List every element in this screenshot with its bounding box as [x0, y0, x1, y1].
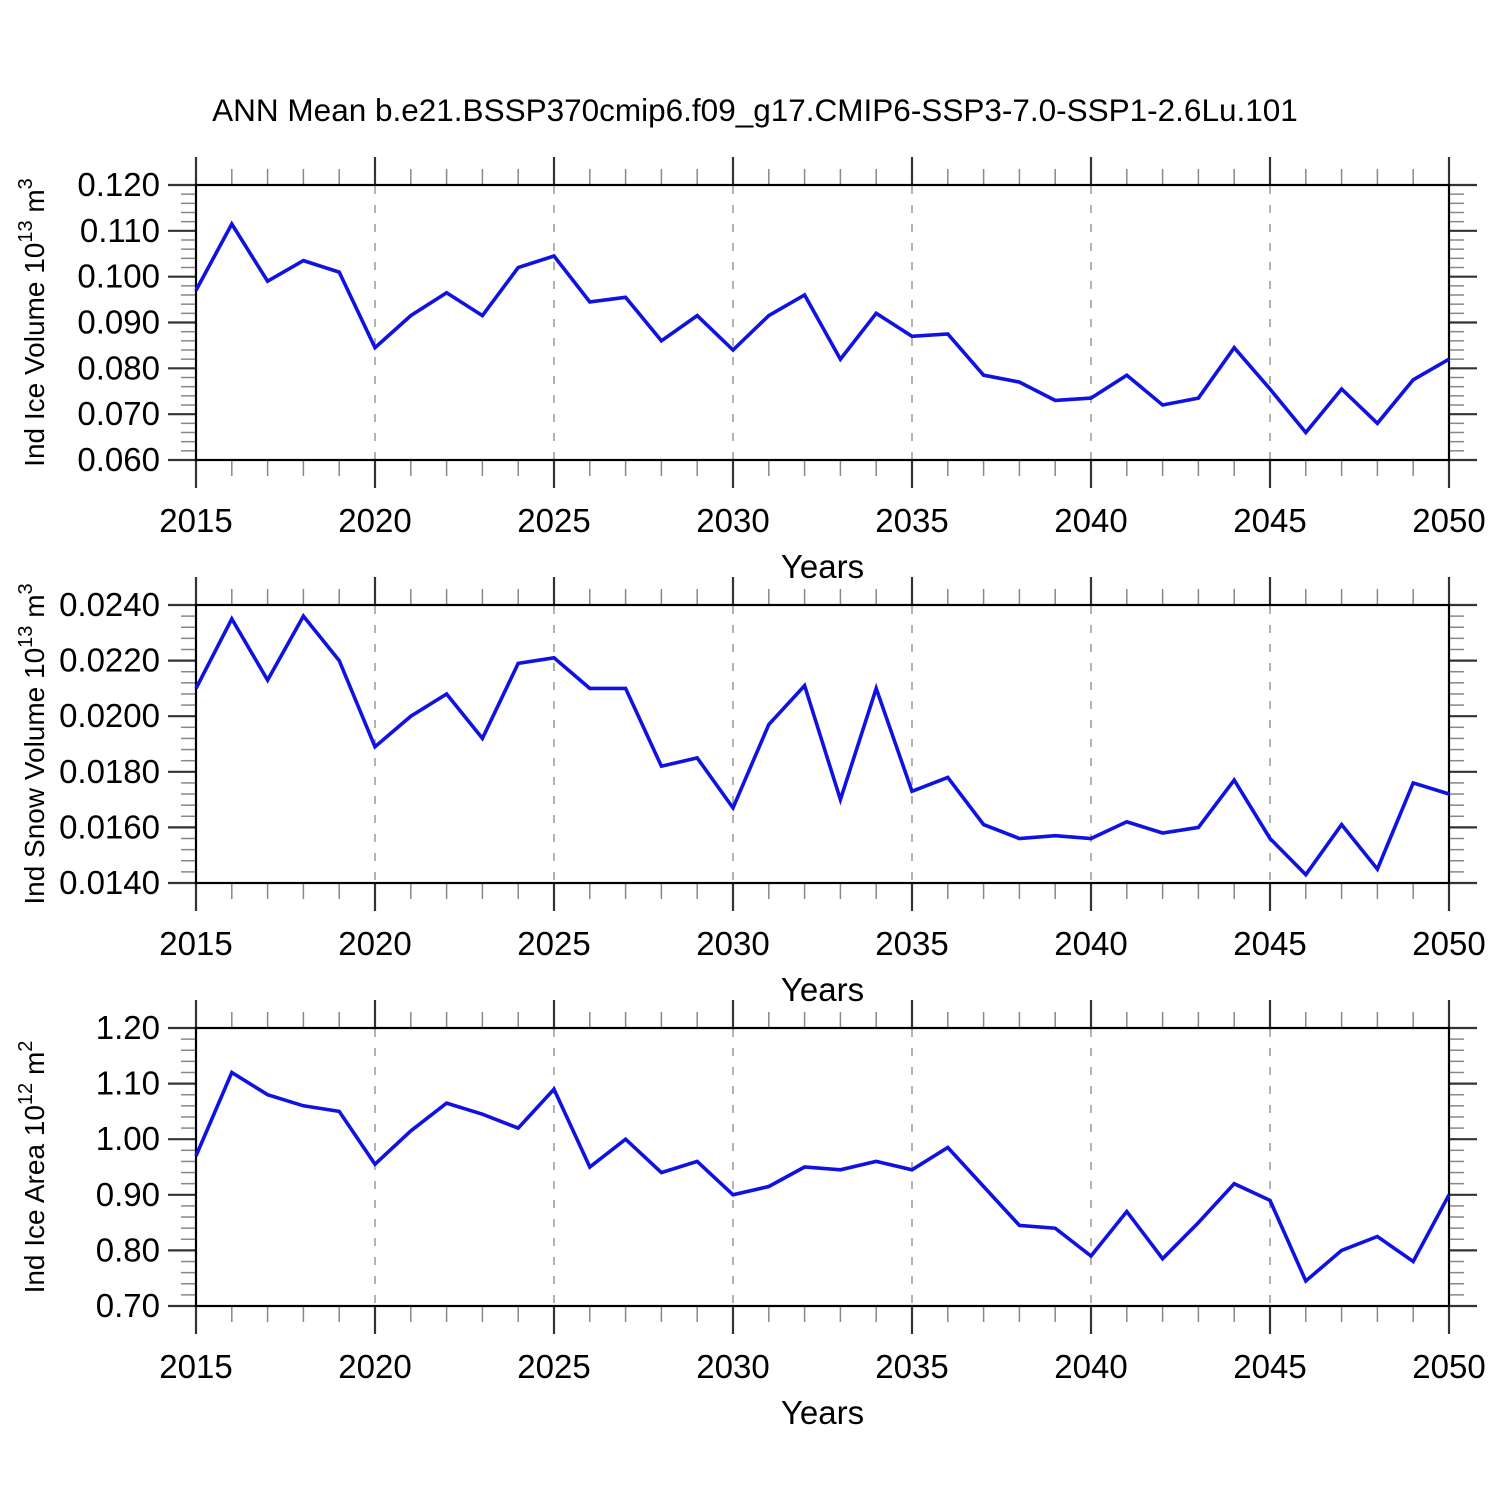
x-tick-label: 2050 [1412, 1348, 1485, 1385]
x-tick-label: 2015 [159, 925, 232, 962]
x-tick-label: 2025 [517, 925, 590, 962]
series-line-snow-volume [194, 612, 1450, 878]
x-tick-label: 2020 [338, 502, 411, 539]
y-tick-label: 0.0140 [59, 864, 160, 901]
y-tick-label: 0.070 [77, 395, 160, 432]
y-tick-label: 0.0180 [59, 753, 160, 790]
x-axis-title: Years [781, 1394, 864, 1431]
x-tick-label: 2030 [696, 502, 769, 539]
panel-snow-volume: 0.0240 0.0220 0.0200 0.0180 0.0160 0.0140 2015… [15, 577, 1486, 1008]
x-tick-label: 2030 [696, 925, 769, 962]
chart-title: ANN Mean b.e21.BSSP370cmip6.f09_g17.CMIP… [212, 92, 1298, 128]
series-line-ice-area [194, 1069, 1451, 1284]
x-tick-label: 2045 [1233, 925, 1306, 962]
y-tick-label: 1.10 [96, 1065, 160, 1102]
x-tick-label: 2045 [1233, 502, 1306, 539]
y-tick-label: 0.110 [80, 212, 160, 249]
y-tick-label: 0.80 [96, 1231, 160, 1268]
y-axis-title: Ind Ice Area 1012 m2 [15, 1041, 50, 1294]
plot-frame [194, 183, 1451, 462]
x-tick-label: 2030 [696, 1348, 769, 1385]
x-axis-title: Years [781, 971, 864, 1008]
x-tick-label: 2015 [159, 502, 232, 539]
x-tick-label: 2040 [1054, 925, 1127, 962]
x-tick-label: 2015 [159, 1348, 232, 1385]
y-tick-label: 0.0160 [59, 808, 160, 845]
x-tick-label: 2020 [338, 1348, 411, 1385]
y-tick-label: 0.90 [96, 1176, 160, 1213]
y-tick-label: 1.00 [96, 1120, 160, 1157]
x-tick-label: 2045 [1233, 1348, 1306, 1385]
y-tick-label: 0.120 [77, 166, 160, 203]
y-tick-label: 0.090 [77, 304, 160, 341]
y-tick-label: 0.70 [96, 1287, 160, 1324]
y-tick-label: 0.080 [77, 349, 160, 386]
x-tick-label: 2040 [1054, 1348, 1127, 1385]
x-tick-label: 2025 [517, 502, 590, 539]
x-tick-label: 2035 [875, 925, 948, 962]
x-tick-label: 2035 [875, 1348, 948, 1385]
y-tick-label: 1.20 [96, 1009, 160, 1046]
plot-frame [194, 1026, 1451, 1308]
x-tick-label: 2050 [1412, 502, 1485, 539]
x-tick-label: 2025 [517, 1348, 590, 1385]
y-axis-title: Ind Ice Volume 1013 m3 [15, 178, 50, 467]
y-tick-label: 0.060 [77, 441, 160, 478]
x-axis-title: Years [781, 548, 864, 585]
panel-ice-volume: 0.120 0.110 0.100 0.090 0.080 0.070 0.060 2015 2… [15, 157, 1486, 585]
y-tick-label: 0.0200 [59, 697, 160, 734]
x-tick-label: 2035 [875, 502, 948, 539]
series-line-ice-volume [194, 220, 1450, 436]
y-axis-title: Ind Snow Volume 1013 m3 [15, 583, 50, 904]
y-tick-label: 0.100 [77, 258, 160, 295]
y-tick-label: 0.0240 [59, 586, 160, 623]
y-tick-label: 0.0220 [59, 642, 160, 679]
x-tick-label: 2040 [1054, 502, 1127, 539]
panel-ice-area: 1.20 1.10 1.00 0.90 0.80 0.70 2015 2020 2025 2030… [15, 1000, 1486, 1431]
plot-frame [194, 603, 1451, 885]
x-tick-label: 2020 [338, 925, 411, 962]
x-tick-label: 2050 [1412, 925, 1485, 962]
